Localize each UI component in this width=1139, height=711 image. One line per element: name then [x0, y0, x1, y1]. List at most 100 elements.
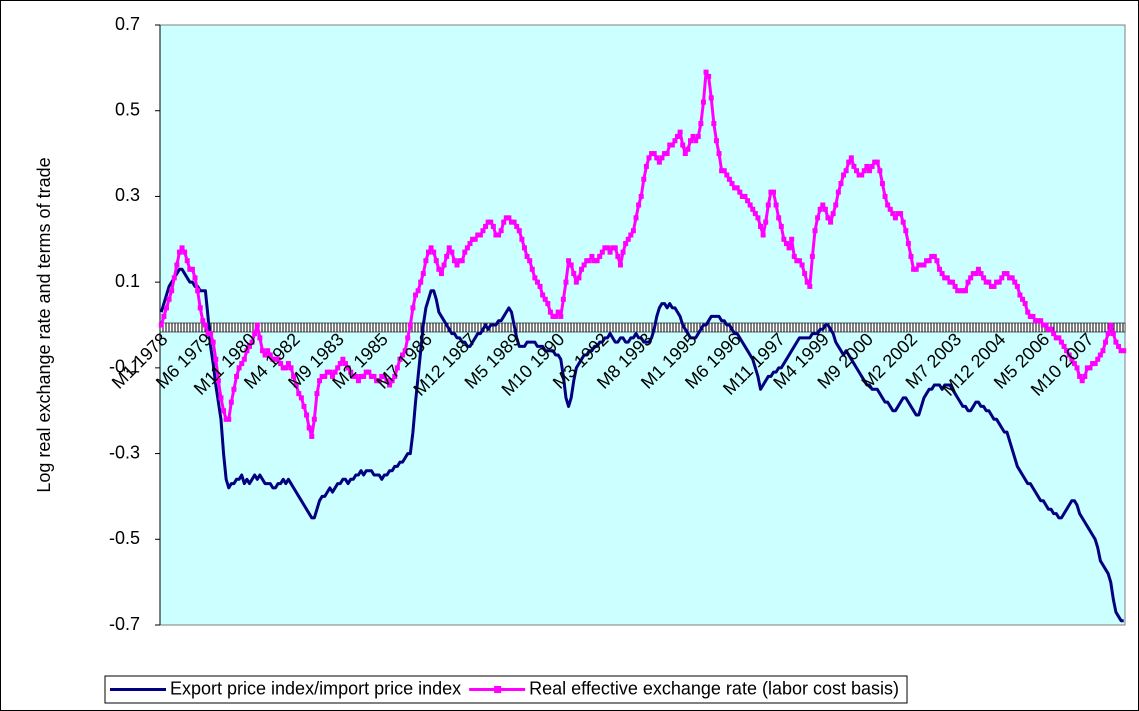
series-marker	[270, 356, 276, 362]
series-marker	[651, 151, 657, 157]
series-marker	[413, 292, 419, 298]
series-marker	[592, 258, 598, 264]
series-marker	[706, 73, 712, 79]
series-marker	[483, 223, 489, 229]
series-marker	[252, 331, 258, 337]
series-marker	[791, 253, 797, 259]
series-marker	[1100, 348, 1106, 354]
series-marker	[664, 151, 670, 157]
series-marker	[234, 373, 240, 379]
series-marker	[187, 266, 193, 272]
series-marker	[968, 275, 974, 281]
series-marker	[965, 279, 971, 285]
series-marker	[324, 369, 330, 375]
series-marker	[534, 279, 540, 285]
series-marker	[623, 241, 629, 247]
series-marker	[999, 275, 1005, 281]
series-marker	[1017, 292, 1023, 298]
series-marker	[244, 348, 250, 354]
series-marker	[573, 279, 579, 285]
series-marker	[192, 275, 198, 281]
series-marker	[656, 159, 662, 165]
series-marker	[503, 215, 509, 221]
series-marker	[700, 99, 706, 105]
series-marker	[1056, 335, 1062, 341]
series-marker	[467, 241, 473, 247]
series-marker	[371, 373, 377, 379]
series-marker	[464, 245, 470, 251]
series-marker	[633, 215, 639, 221]
series-marker	[786, 245, 792, 251]
series-marker	[438, 271, 444, 277]
series-marker	[825, 215, 831, 221]
series-marker	[407, 322, 413, 328]
series-marker	[942, 275, 948, 281]
series-marker	[1001, 271, 1007, 277]
series-marker	[1110, 331, 1116, 337]
series-marker	[685, 146, 691, 152]
series-marker	[783, 241, 789, 247]
series-marker	[584, 258, 590, 264]
y-tick-label: -0.5	[109, 528, 140, 548]
series-marker	[508, 219, 514, 225]
series-marker	[672, 138, 678, 144]
series-marker	[781, 236, 787, 242]
series-marker	[916, 262, 922, 268]
series-marker	[1009, 275, 1015, 281]
series-marker	[991, 283, 997, 289]
series-marker	[319, 373, 325, 379]
series-marker	[309, 433, 315, 439]
series-marker	[579, 266, 585, 272]
series-marker	[1108, 322, 1114, 328]
series-marker	[703, 69, 709, 75]
series-marker	[877, 168, 883, 174]
series-marker	[586, 258, 592, 264]
series-marker	[794, 258, 800, 264]
series-marker	[695, 133, 701, 139]
series-marker	[213, 356, 219, 362]
series-marker	[236, 365, 242, 371]
series-marker	[376, 378, 382, 384]
series-marker	[306, 425, 312, 431]
y-tick-label: -0.3	[109, 442, 140, 462]
series-marker	[475, 232, 481, 238]
series-marker	[851, 163, 857, 169]
series-marker	[158, 322, 164, 328]
legend-marker	[494, 686, 502, 693]
series-marker	[949, 279, 955, 285]
series-marker	[802, 271, 808, 277]
series-marker	[726, 176, 732, 182]
y-tick-label: -0.7	[109, 614, 140, 634]
series-marker	[477, 232, 483, 238]
series-marker	[506, 215, 512, 221]
series-marker	[988, 283, 994, 289]
series-marker	[166, 296, 172, 302]
series-marker	[420, 271, 426, 277]
series-marker	[789, 236, 795, 242]
series-marker	[348, 369, 354, 375]
series-marker	[1020, 296, 1026, 302]
series-marker	[521, 245, 527, 251]
series-marker	[566, 258, 572, 264]
series-marker	[934, 258, 940, 264]
series-marker	[929, 253, 935, 259]
series-marker	[843, 168, 849, 174]
series-marker	[301, 403, 307, 409]
series-marker	[1079, 378, 1085, 384]
series-marker	[176, 249, 182, 255]
series-marker	[1048, 326, 1054, 332]
series-marker	[1095, 356, 1101, 362]
series-marker	[817, 206, 823, 212]
series-marker	[361, 373, 367, 379]
series-marker	[228, 399, 234, 405]
series-marker	[441, 262, 447, 268]
y-tick-label: 0.1	[115, 271, 140, 291]
series-marker	[962, 288, 968, 294]
series-marker	[903, 228, 909, 234]
series-marker	[926, 258, 932, 264]
series-marker	[433, 258, 439, 264]
series-marker	[532, 275, 538, 281]
series-marker	[607, 249, 613, 255]
series-marker	[537, 283, 543, 289]
series-marker	[687, 138, 693, 144]
